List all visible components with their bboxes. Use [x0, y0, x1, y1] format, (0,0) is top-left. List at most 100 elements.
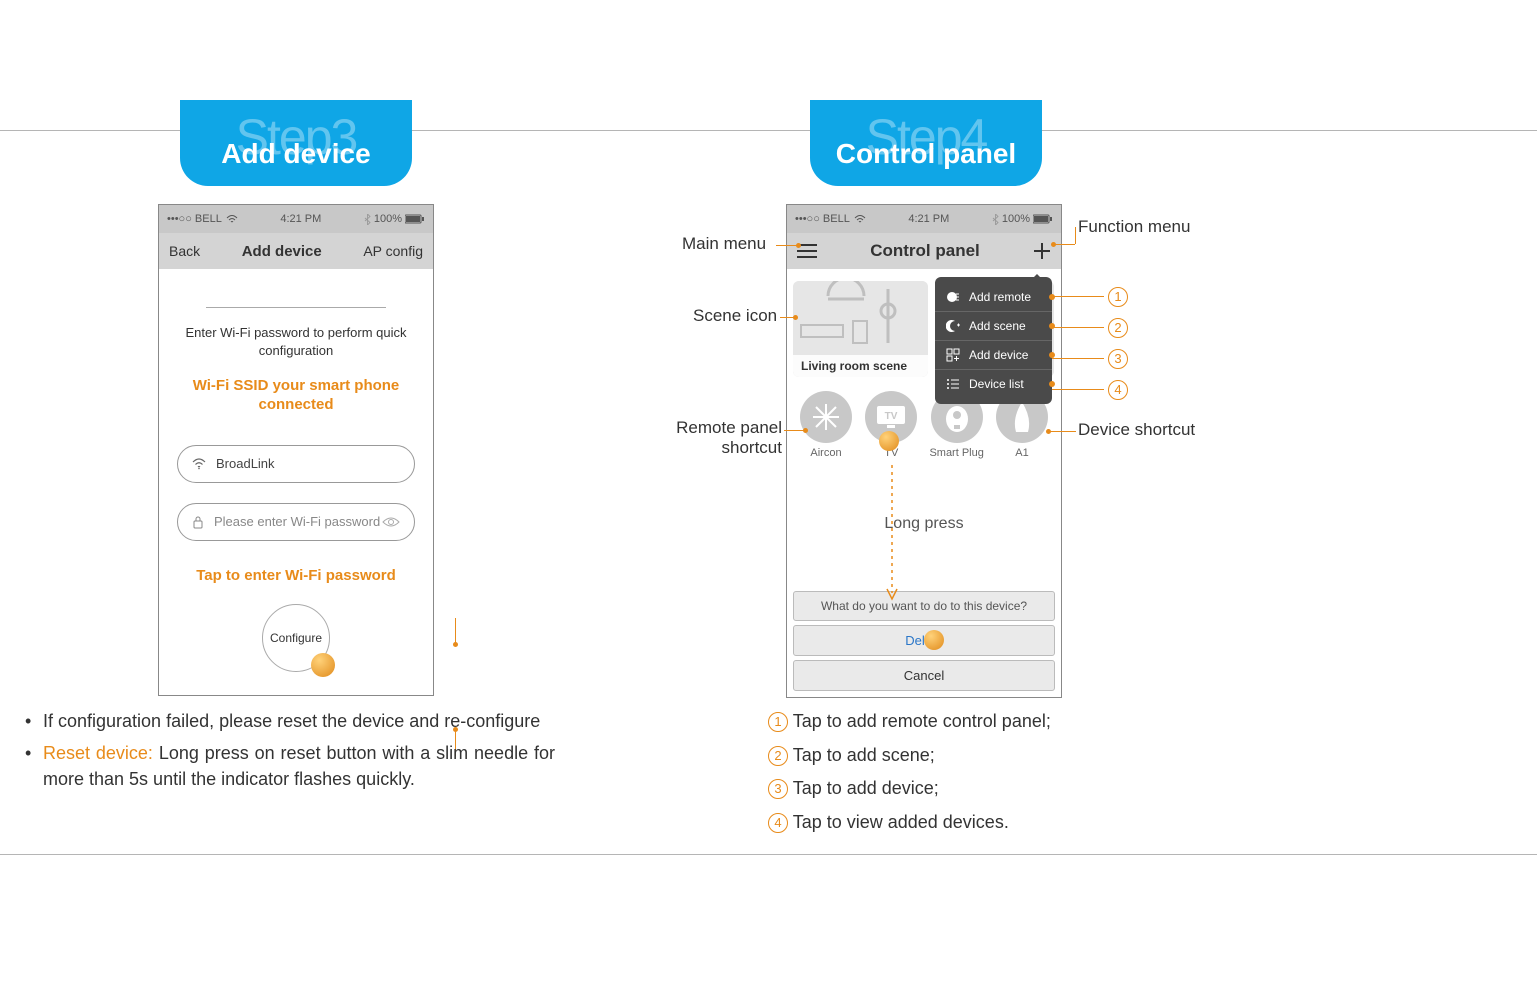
popup-device-list[interactable]: Device list [935, 369, 1052, 398]
touch-indicator [311, 653, 335, 677]
callout-line2: shortcut [666, 438, 782, 458]
battery-icon [405, 214, 425, 224]
step3-title: Add device [180, 138, 412, 170]
status-bar: •••○○ BELL 4:21 PM 100% [787, 205, 1061, 233]
step3-tab: Step3 Add device [180, 100, 412, 186]
grid-plus-icon [945, 347, 961, 363]
ssid-annotation: Wi-Fi SSID your smart phone connected [159, 377, 433, 415]
remote-icon [945, 289, 961, 305]
wifi-icon [854, 214, 866, 224]
device-aircon[interactable]: Aircon [795, 391, 857, 459]
callout-device-shortcut: Device shortcut [1078, 420, 1195, 440]
callout-dot [793, 315, 798, 320]
callout-scene-icon: Scene icon [693, 306, 777, 326]
nav-title: Control panel [817, 241, 1033, 261]
legend-4: 4 Tap to view added devices. [768, 807, 1051, 839]
eye-icon[interactable] [382, 516, 400, 528]
popup-label: Add scene [969, 319, 1026, 333]
a1-icon [1010, 400, 1034, 434]
status-carrier: •••○○ BELL [167, 213, 222, 225]
status-time: 4:21 PM [866, 213, 992, 225]
legend-text: Tap to add remote control panel; [793, 711, 1051, 731]
callout-line [1050, 431, 1076, 432]
ssid-pointer [455, 618, 456, 644]
sheet-cancel[interactable]: Cancel [793, 660, 1055, 691]
popup-add-device[interactable]: Add device [935, 340, 1052, 369]
bluetooth-icon [364, 214, 371, 225]
moon-icon [945, 318, 961, 334]
popup-add-scene[interactable]: Add scene [935, 311, 1052, 340]
callout-line1: Remote panel [666, 418, 782, 438]
lock-icon [192, 515, 204, 529]
ssid-annotation-text: Wi-Fi SSID your smart phone connected [159, 377, 433, 415]
ssid-field[interactable]: BroadLink [177, 445, 415, 483]
left-notes: If configuration failed, please reset th… [25, 708, 555, 798]
nav-bar: Back Add device AP config [159, 233, 433, 269]
callout-main-menu: Main menu [682, 234, 766, 254]
ssid-pointer-dot [453, 642, 458, 647]
ssid-value: BroadLink [216, 456, 275, 471]
device-label: Smart Plug [926, 447, 988, 459]
configure-label: Configure [270, 631, 322, 645]
list-icon [945, 376, 961, 392]
phone-control-panel: •••○○ BELL 4:21 PM 100% Control panel Li… [786, 204, 1062, 698]
popup-label: Device list [969, 377, 1024, 391]
note-reset-lead: Reset device: [43, 743, 153, 763]
note-config-failed: If configuration failed, please reset th… [25, 708, 555, 734]
callout-line [776, 245, 798, 246]
action-sheet: What do you want to do to this device? D… [793, 587, 1055, 691]
scene-caption: Living room scene [793, 355, 928, 377]
divider [206, 307, 386, 308]
sheet-prompt: What do you want to do to this device? [793, 591, 1055, 621]
wifi-icon [192, 458, 206, 470]
pw-annotation: Tap to enter Wi-Fi password [159, 567, 433, 584]
function-popup: Add remote Add scene Add device Device l… [935, 277, 1052, 404]
status-time: 4:21 PM [238, 213, 364, 225]
svg-text:TV: TV [885, 411, 898, 422]
callout-dot [796, 243, 801, 248]
popup-label: Add device [969, 348, 1028, 362]
legend-1: 1 Tap to add remote control panel; [768, 706, 1051, 738]
longpress-label: Long press [787, 515, 1061, 533]
status-battery-text: 100% [1002, 213, 1030, 225]
configure-button[interactable]: Configure [262, 604, 330, 672]
callout-line [784, 430, 804, 431]
nav-title: Add device [200, 243, 363, 260]
callout-line [780, 317, 794, 318]
phone-add-device: •••○○ BELL 4:21 PM 100% Back Add device … [158, 204, 434, 696]
device-tv[interactable]: TV TV [860, 391, 922, 459]
callout-dot [1051, 242, 1056, 247]
longpress-arrow [885, 465, 899, 605]
step4-tab: Step4 Control panel [810, 100, 1042, 186]
instruction-text: Enter Wi-Fi password to perform quick co… [159, 324, 433, 359]
device-label: Aircon [795, 447, 857, 459]
bluetooth-icon [992, 214, 999, 225]
status-battery-text: 100% [374, 213, 402, 225]
popup-callout-lines: 1 2 3 4 [1052, 281, 1128, 405]
callout-line [1075, 227, 1076, 244]
sheet-delete[interactable]: Delete [793, 625, 1055, 656]
battery-icon [1033, 214, 1053, 224]
legend-2: 2 Tap to add scene; [768, 740, 1051, 772]
legend-text: Tap to view added devices. [793, 812, 1009, 832]
callout-dot [1046, 429, 1051, 434]
device-label: A1 [991, 447, 1053, 459]
password-field[interactable]: Please enter Wi-Fi password [177, 503, 415, 541]
legend-text: Tap to add device; [793, 778, 939, 798]
password-placeholder: Please enter Wi-Fi password [214, 514, 382, 529]
plus-icon[interactable] [1033, 242, 1051, 260]
status-carrier: •••○○ BELL [795, 213, 850, 225]
popup-add-remote[interactable]: Add remote [935, 283, 1052, 311]
scene-card[interactable]: Living room scene [793, 281, 928, 377]
popup-label: Add remote [969, 290, 1031, 304]
legend-text: Tap to add scene; [793, 745, 935, 765]
wifi-icon [226, 214, 238, 224]
note-reset: Reset device: Long press on reset button… [25, 740, 555, 792]
callout-line [1055, 244, 1075, 245]
ap-config-button[interactable]: AP config [363, 243, 423, 259]
legend: 1 Tap to add remote control panel; 2 Tap… [768, 706, 1051, 840]
callout-function-menu: Function menu [1078, 217, 1190, 237]
snowflake-icon [811, 402, 841, 432]
callout-remote-shortcut: Remote panel shortcut [666, 418, 782, 457]
back-button[interactable]: Back [169, 243, 200, 259]
